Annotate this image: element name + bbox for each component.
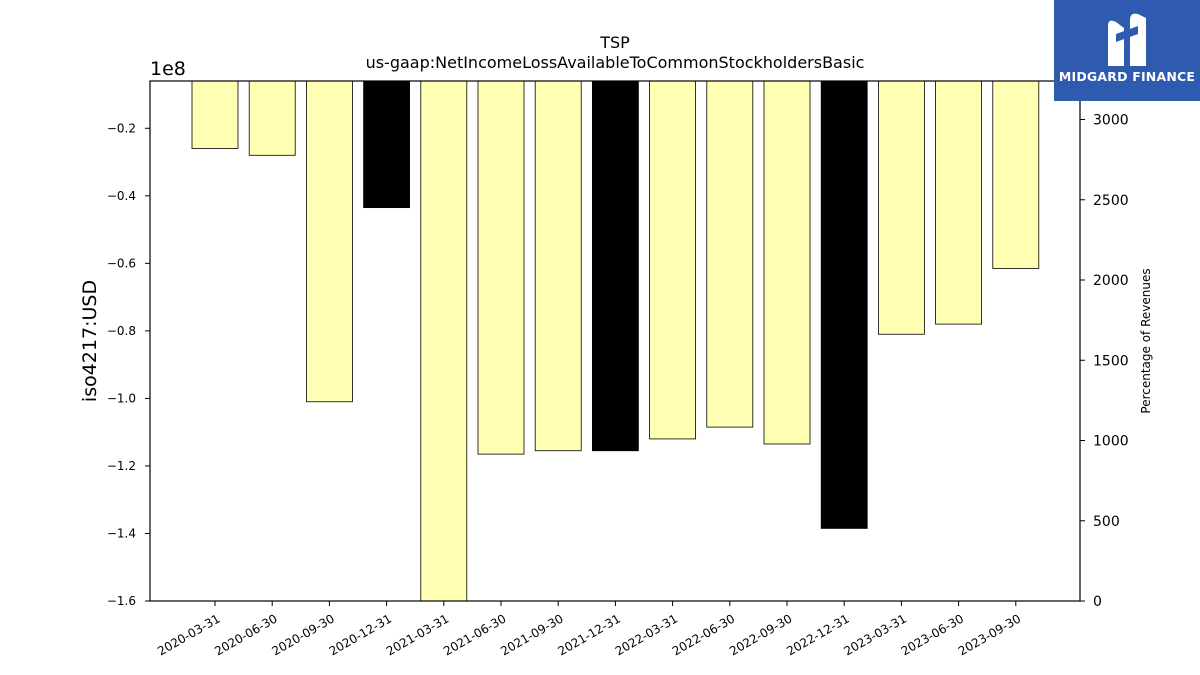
x-tick-label: 2021-09-30 bbox=[498, 611, 565, 658]
x-ticks: 2020-03-312020-06-302020-09-302020-12-31… bbox=[155, 601, 1023, 658]
bar-2021-09-30 bbox=[534, 80, 582, 452]
y-tick-label: −0.2 bbox=[107, 121, 136, 135]
y-right-tick-label: 3000 bbox=[1093, 113, 1129, 129]
y-tick-label: −0.4 bbox=[107, 189, 136, 203]
midgard-finance-logo: MIDGARD FINANCE bbox=[1054, 0, 1200, 101]
y-right-tick-label: 1000 bbox=[1093, 434, 1129, 450]
y-offset-label: 1e8 bbox=[150, 58, 186, 80]
bar-2021-12-31 bbox=[592, 80, 639, 452]
y-tick-label: −0.8 bbox=[107, 324, 136, 338]
bar-2020-09-30 bbox=[305, 80, 353, 403]
x-tick-label: 2020-12-31 bbox=[327, 611, 394, 658]
y-tick-label: −1.6 bbox=[107, 594, 136, 608]
logo-text: MIDGARD FINANCE bbox=[1058, 69, 1196, 84]
y-right-tick-label: 2000 bbox=[1093, 273, 1129, 289]
y-right-tick-label: 2500 bbox=[1093, 193, 1129, 209]
bar-2022-03-31 bbox=[649, 80, 696, 440]
bar-2021-06-30 bbox=[477, 80, 525, 455]
y-ticks-left: −0.2 −0.4 −0.6 −0.8 −1.0 −1.2 −1.4 −1.6 bbox=[107, 121, 150, 608]
bar-2020-06-30 bbox=[248, 80, 296, 156]
bars-group bbox=[191, 80, 1040, 602]
y-tick-label: −1.2 bbox=[107, 459, 136, 473]
y-tick-label: −1.4 bbox=[107, 526, 136, 540]
bar-2020-12-31 bbox=[363, 80, 411, 209]
x-tick-label: 2023-06-30 bbox=[899, 611, 966, 658]
y-right-tick-label: 500 bbox=[1093, 514, 1120, 530]
chart-subtitle: us-gaap:NetIncomeLossAvailableToCommonSt… bbox=[366, 53, 865, 72]
x-tick-label: 2022-03-31 bbox=[613, 611, 680, 658]
y-ticks-right: 0 500 1000 1500 2000 2500 3000 bbox=[1080, 113, 1129, 610]
y-axis-label: iso4217:USD bbox=[79, 280, 101, 402]
y-tick-label: −1.0 bbox=[107, 391, 136, 405]
y-right-tick-label: 1500 bbox=[1093, 353, 1129, 369]
bar-2022-12-31 bbox=[820, 80, 868, 529]
y-axis-right-label: Percentage of Revenues bbox=[1139, 268, 1153, 413]
x-tick-label: 2022-09-30 bbox=[727, 611, 794, 658]
x-tick-label: 2022-12-31 bbox=[784, 611, 851, 658]
y-tick-label: −0.6 bbox=[107, 256, 136, 270]
bar-2022-06-30 bbox=[706, 80, 754, 428]
x-tick-label: 2021-06-30 bbox=[441, 611, 508, 658]
x-tick-label: 2020-09-30 bbox=[269, 611, 336, 658]
x-tick-label: 2020-03-31 bbox=[155, 611, 222, 658]
x-tick-label: 2023-09-30 bbox=[956, 611, 1023, 658]
plot-frame bbox=[149, 80, 1081, 602]
x-tick-label: 2021-03-31 bbox=[384, 611, 451, 658]
x-tick-label: 2022-06-30 bbox=[670, 611, 737, 658]
bar-2023-09-30 bbox=[992, 80, 1040, 269]
bar-2021-03-31 bbox=[420, 80, 468, 602]
bar-2023-06-30 bbox=[935, 80, 982, 325]
bar-2023-03-31 bbox=[878, 80, 925, 335]
bar-2020-03-31 bbox=[191, 80, 239, 149]
x-tick-label: 2020-06-30 bbox=[212, 611, 279, 658]
midgard-logo-icon bbox=[1108, 13, 1146, 67]
y-right-tick-label: 0 bbox=[1093, 594, 1102, 610]
bar-2022-09-30 bbox=[763, 80, 811, 445]
x-tick-label: 2021-12-31 bbox=[555, 611, 622, 658]
chart-title: TSP bbox=[599, 33, 630, 52]
x-tick-label: 2023-03-31 bbox=[841, 611, 908, 658]
